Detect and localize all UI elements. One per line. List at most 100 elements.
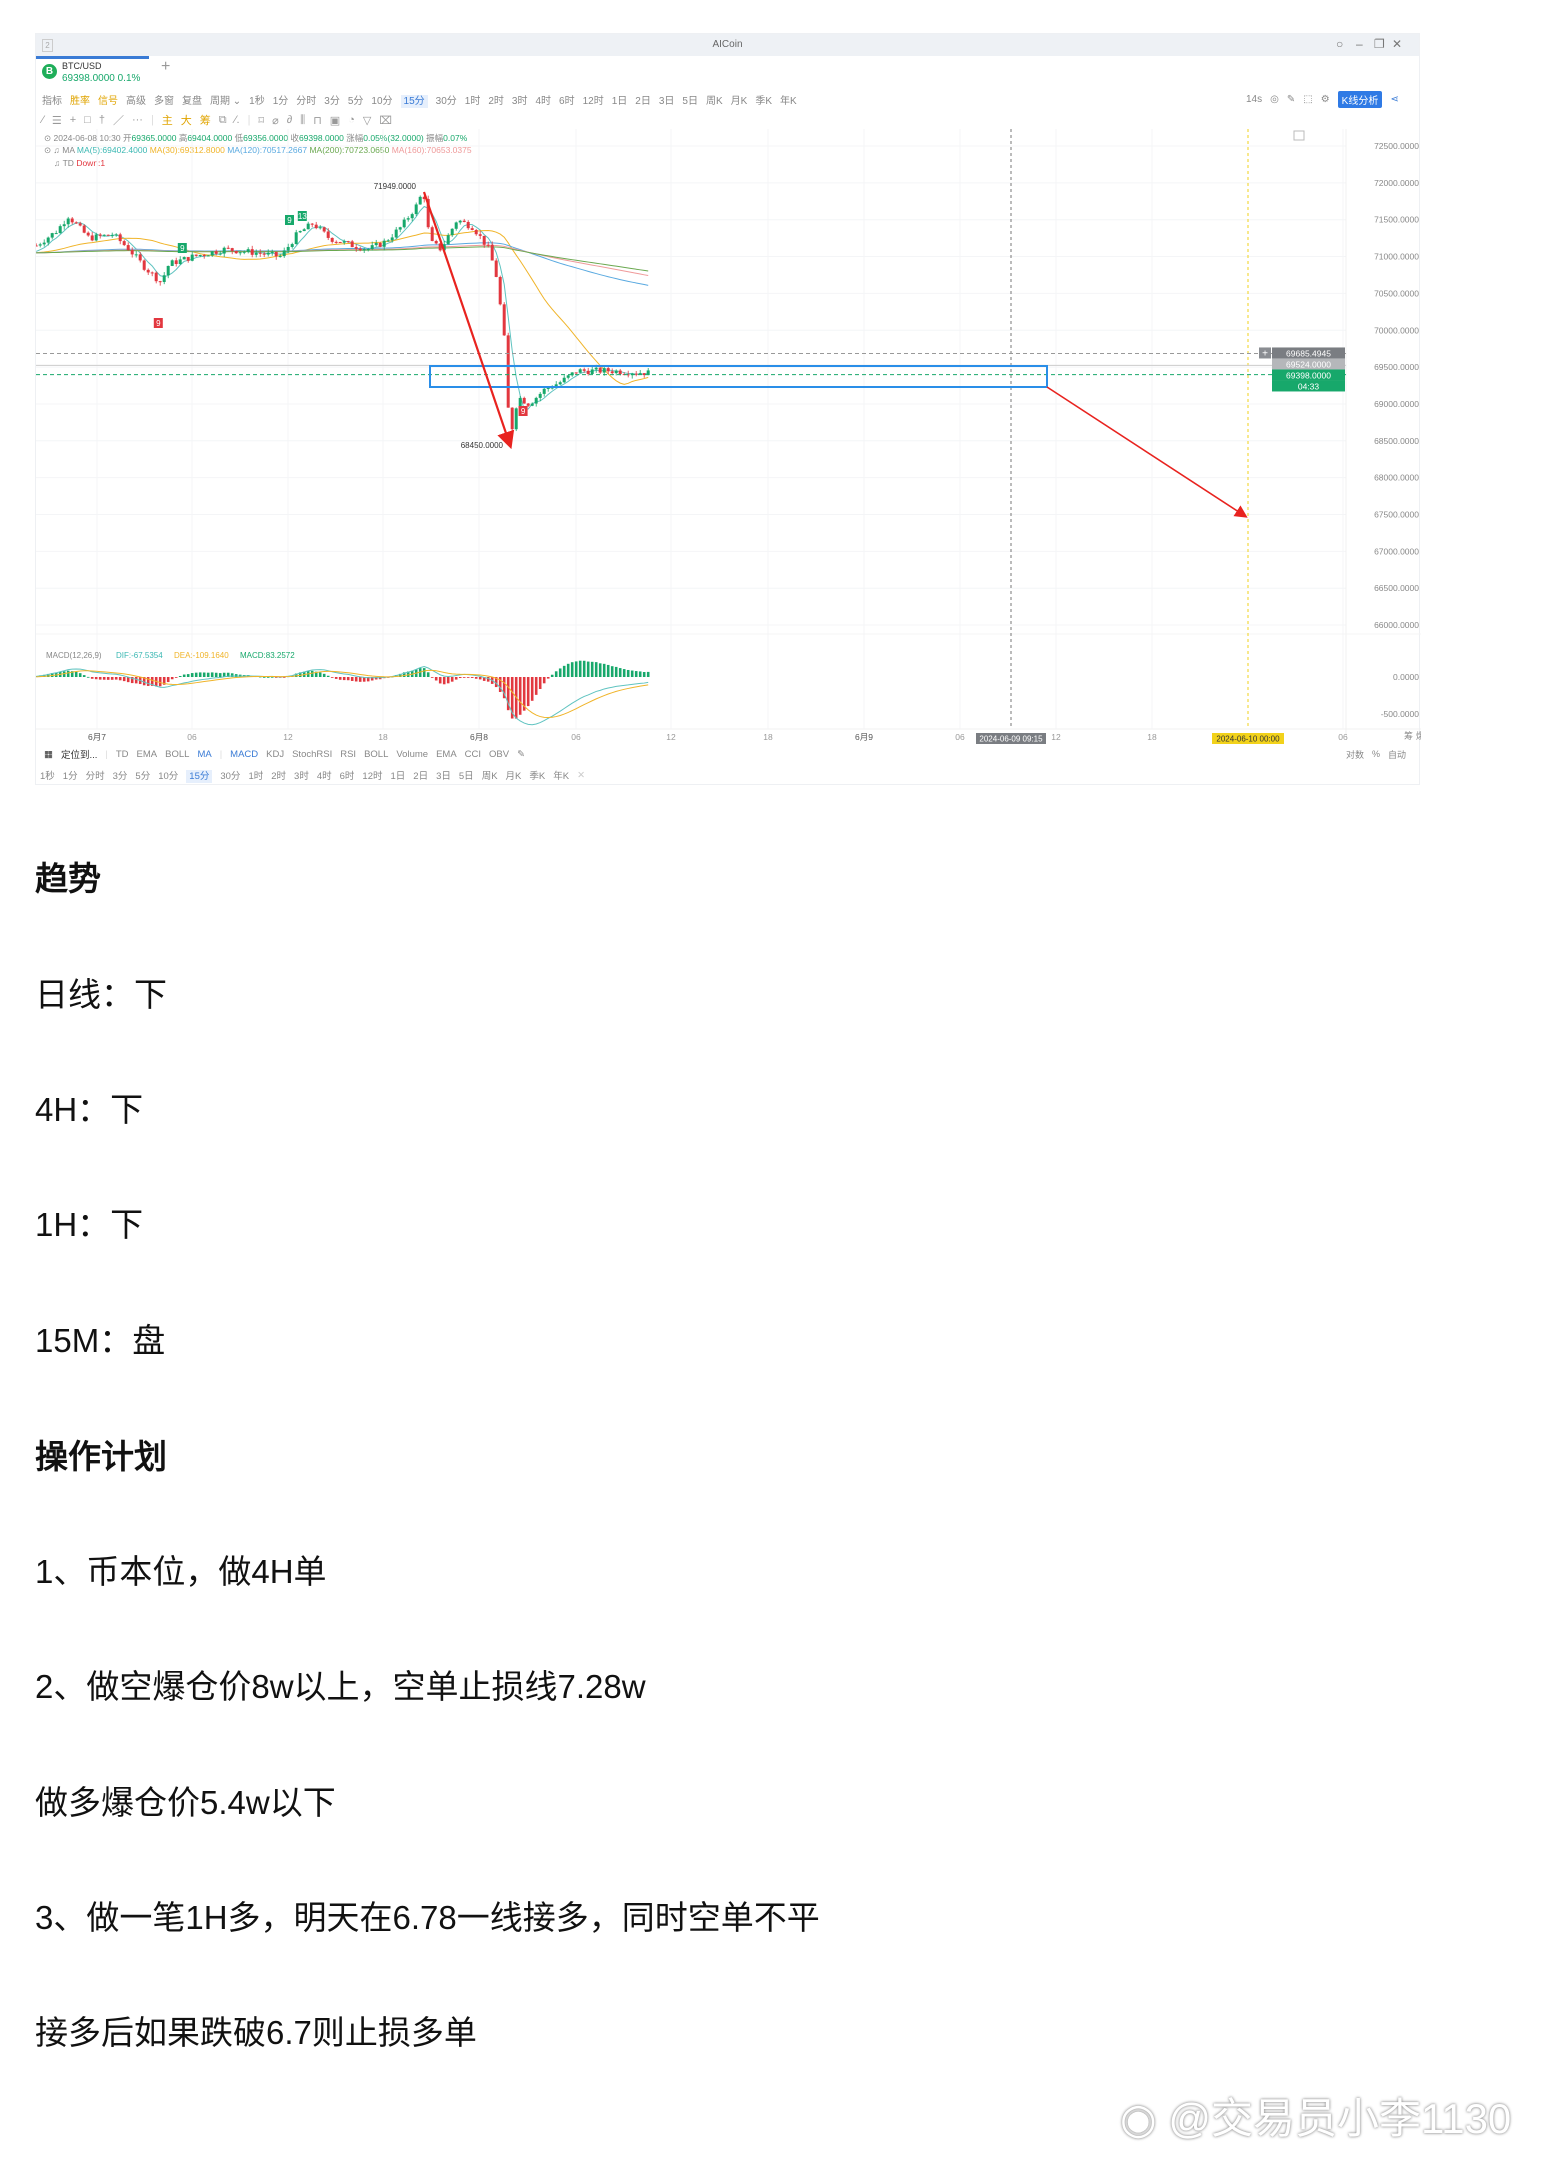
period-option[interactable]: 15分 — [400, 94, 428, 108]
sub-indicator-option[interactable]: BOLL — [364, 748, 389, 760]
multi-window-button[interactable]: 多窗 — [154, 95, 174, 107]
period-option[interactable]: 1秒 — [40, 771, 55, 782]
winrate-button[interactable]: 胜率 — [70, 95, 90, 107]
period-option[interactable]: 月K — [730, 95, 748, 107]
period-option[interactable]: 3分 — [324, 95, 340, 107]
search-icon[interactable]: ○ — [1336, 37, 1344, 51]
period-option[interactable]: 3时 — [294, 771, 309, 782]
period-option[interactable]: 月K — [505, 771, 522, 782]
candle-icon[interactable]: ⫼ — [300, 113, 306, 126]
period-option[interactable]: 2日 — [413, 771, 429, 782]
log-scale-toggle[interactable]: 对数 — [1346, 749, 1365, 760]
brush-icon[interactable]: ∂ — [286, 114, 293, 126]
copy-icon[interactable]: ⧉ — [218, 113, 227, 126]
main-chip-button[interactable]: 主 — [161, 115, 173, 127]
period-option[interactable]: 1分 — [62, 771, 78, 782]
period-option[interactable]: 周K — [705, 95, 723, 107]
period-option[interactable]: 5日 — [458, 771, 474, 782]
period-option[interactable]: 10分 — [158, 771, 179, 782]
period-option[interactable]: 10分 — [371, 95, 393, 107]
period-option[interactable]: 15分 — [186, 770, 213, 783]
vertical-tool-icon[interactable]: † — [98, 114, 105, 126]
indicator-button[interactable]: 指标 — [42, 95, 62, 107]
period-option[interactable]: 6时 — [339, 771, 355, 782]
period-option[interactable]: 1时 — [464, 95, 481, 107]
add-alert-icon[interactable] — [1259, 347, 1271, 359]
note-icon[interactable]: ▣ — [329, 114, 341, 127]
measure-icon[interactable]: ⁄. — [234, 114, 240, 126]
period-option[interactable]: 5分 — [135, 771, 151, 782]
period-option[interactable]: 季K — [755, 95, 772, 107]
period-option[interactable]: 2时 — [271, 771, 287, 782]
filter-icon[interactable]: ▽ — [362, 114, 372, 127]
ray-tool-icon[interactable]: ／ — [112, 115, 124, 127]
trash-icon[interactable]: ⌧ — [379, 114, 393, 127]
auto-scale-toggle[interactable]: 自动 — [1388, 749, 1407, 760]
settings-icon[interactable]: ⚙ — [1320, 93, 1330, 105]
sub-indicator-option[interactable]: CCI — [464, 748, 482, 760]
period-option[interactable]: 3时 — [511, 95, 528, 107]
period-option[interactable]: 2日 — [635, 95, 651, 107]
main-indicator-option[interactable]: BOLL — [165, 748, 190, 760]
period-option[interactable]: 1日 — [390, 771, 406, 782]
main-indicator-option[interactable]: MA — [197, 748, 212, 760]
consolidation-box[interactable] — [429, 365, 1048, 388]
chip-button[interactable]: 筹 — [199, 115, 211, 127]
main-indicator-option[interactable]: EMA — [136, 748, 158, 760]
period-option[interactable]: 30分 — [220, 771, 241, 782]
sub-indicator-option[interactable]: KDJ — [266, 748, 285, 760]
edit-indicators-icon[interactable]: ✎ — [517, 748, 526, 760]
period-option[interactable]: 年K — [780, 95, 797, 107]
bookmark-icon[interactable]: ⌑ — [258, 114, 265, 127]
signal-button[interactable]: 信号 — [98, 95, 118, 107]
minimize-icon[interactable]: – — [1356, 37, 1363, 51]
period-option[interactable]: 3日 — [436, 771, 451, 782]
locate-button[interactable]: 定位到... — [60, 750, 98, 761]
period-option[interactable]: 周K — [481, 771, 498, 782]
lock-icon[interactable]: ⊓ — [313, 114, 322, 127]
period-option[interactable]: 2时 — [488, 95, 504, 107]
replay-button[interactable]: 复盘 — [182, 95, 202, 107]
pencil-icon[interactable]: ✎ — [1286, 93, 1296, 105]
alert-bell-icon[interactable]: ♫ — [53, 145, 60, 155]
period-option[interactable]: 年K — [553, 771, 570, 782]
sub-indicator-option[interactable]: OBV — [489, 748, 510, 760]
period-option[interactable]: 12时 — [582, 95, 604, 107]
period-option[interactable]: 5分 — [347, 95, 364, 107]
period-option[interactable]: 30分 — [435, 95, 457, 107]
app-menu-icon[interactable]: 2 — [42, 39, 53, 52]
horizontal-tool-icon[interactable]: + — [69, 114, 77, 126]
sub-indicator-option[interactable]: RSI — [340, 748, 357, 760]
close-icon[interactable]: ✕ — [1392, 37, 1403, 51]
sub-indicator-option[interactable]: Volume — [396, 748, 429, 760]
period-option[interactable]: 3分 — [112, 771, 128, 782]
period-option[interactable]: 1秒 — [249, 95, 265, 107]
td-label[interactable]: TD — [62, 158, 74, 168]
fullscreen-icon[interactable]: ⬚ — [1303, 93, 1313, 105]
camera-icon[interactable]: ◎ — [1270, 93, 1279, 105]
magnet-icon[interactable]: ◔ — [348, 114, 355, 126]
alert-bell-icon[interactable]: ♫ — [54, 158, 61, 168]
sub-indicator-option[interactable]: StochRSI — [292, 748, 333, 760]
line-tool-icon[interactable]: ⁄ — [42, 114, 44, 126]
restore-icon[interactable]: ❐ — [1374, 37, 1385, 51]
period-option[interactable]: 5日 — [682, 95, 698, 107]
share-icon[interactable]: ⋖ — [1390, 93, 1399, 105]
main-indicator-option[interactable]: TD — [115, 748, 129, 760]
period-option[interactable]: 1时 — [248, 771, 264, 782]
refresh-interval[interactable]: 14s — [1246, 93, 1263, 105]
period-option[interactable]: 1分 — [272, 95, 289, 107]
period-option[interactable]: 季K — [529, 771, 546, 782]
more-tools-icon[interactable]: ··· — [131, 114, 143, 126]
calendar-icon[interactable]: ▦ — [44, 748, 53, 760]
tab-btc-usd[interactable]: B BTC/USD 69398.0000 0.1% — [36, 56, 149, 86]
add-tab-button[interactable]: + — [161, 58, 171, 75]
kline-analysis-button[interactable]: K线分析 — [1337, 90, 1383, 108]
collapse-icon[interactable]: ⊙ — [44, 133, 52, 143]
expand-icon[interactable] — [1293, 130, 1305, 141]
advanced-button[interactable]: 高级 — [126, 95, 146, 107]
period-dropdown[interactable]: 周期 ⌄ — [210, 95, 242, 107]
parallel-tool-icon[interactable]: ☰ — [51, 114, 62, 127]
projection-arrow[interactable] — [1046, 386, 1248, 518]
period-option[interactable]: 4时 — [535, 95, 552, 107]
